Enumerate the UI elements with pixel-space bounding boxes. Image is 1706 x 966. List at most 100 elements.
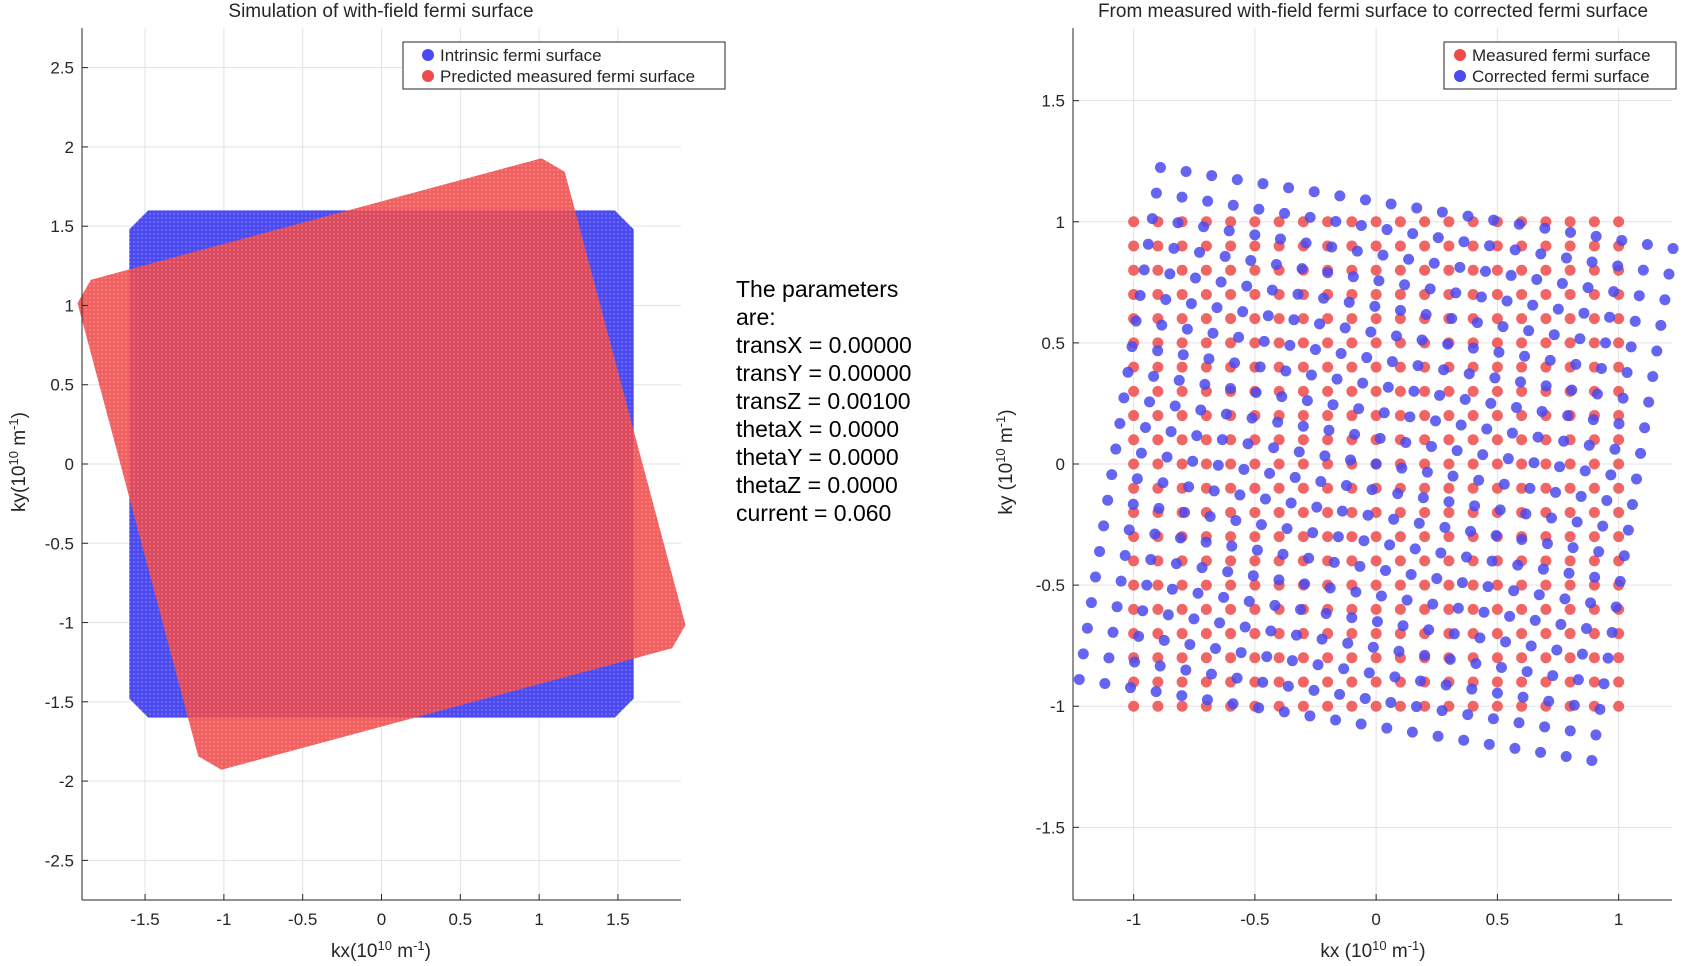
corrected-point [1428, 257, 1440, 269]
corrected-point [1139, 422, 1151, 434]
measured-point [1322, 676, 1334, 688]
corrected-point [1165, 426, 1177, 438]
corrected-point [1568, 699, 1580, 711]
y-tick-label: -2 [59, 772, 74, 791]
corrected-point [1284, 339, 1296, 351]
measured-point [1516, 458, 1528, 470]
measured-point [1516, 579, 1528, 591]
measured-point [1249, 676, 1261, 688]
corrected-point [1639, 422, 1651, 434]
right-y-axis-label: ky (1010 m-1) [993, 409, 1017, 514]
corrected-point [1202, 195, 1214, 207]
measured-point [1540, 652, 1552, 664]
corrected-point [1355, 220, 1367, 232]
corrected-point [1434, 389, 1446, 401]
y-tick-label: -1.5 [45, 693, 74, 712]
corrected-point [1635, 447, 1647, 459]
corrected-point [1380, 564, 1392, 576]
measured-point [1152, 676, 1164, 688]
corrected-point [1237, 306, 1249, 318]
measured-point [1297, 385, 1309, 397]
corrected-point [1489, 372, 1501, 384]
corrected-point [1432, 232, 1444, 244]
corrected-point [1125, 682, 1137, 694]
corrected-point [1385, 198, 1397, 210]
corrected-point [1625, 341, 1637, 353]
corrected-point [1456, 577, 1468, 589]
corrected-point [1486, 555, 1498, 567]
measured-point [1273, 652, 1285, 664]
measured-point [1394, 385, 1406, 397]
corrected-point [1375, 590, 1387, 602]
corrected-point [1098, 520, 1110, 532]
corrected-point [1362, 509, 1374, 521]
measured-point [1419, 410, 1431, 422]
corrected-point [1212, 459, 1224, 471]
corrected-point [1471, 317, 1483, 329]
measured-point [1394, 700, 1406, 712]
measured-point [1225, 337, 1237, 349]
x-tick-label: -0.5 [288, 910, 317, 929]
corrected-point [1378, 407, 1390, 419]
corrected-point [1323, 424, 1335, 436]
corrected-point [1667, 243, 1679, 255]
corrected-point [1227, 199, 1239, 211]
measured-point [1394, 313, 1406, 325]
measured-point [1370, 361, 1382, 373]
y-tick-label: 0 [65, 455, 74, 474]
measured-point [1467, 264, 1479, 276]
corrected-point [1282, 680, 1294, 692]
measured-point [1443, 555, 1455, 567]
measured-point [1613, 506, 1625, 518]
measured-point [1346, 506, 1358, 518]
corrected-point [1532, 431, 1544, 443]
corrected-point [1320, 608, 1332, 620]
measured-point [1200, 361, 1212, 373]
corrected-point [1326, 241, 1338, 253]
measured-point [1128, 700, 1140, 712]
corrected-point [1103, 652, 1115, 664]
corrected-point [1241, 280, 1253, 292]
corrected-point [1385, 696, 1397, 708]
measured-point [1419, 603, 1431, 615]
corrected-point [1390, 330, 1402, 342]
corrected-point [1544, 354, 1556, 366]
corrected-point [1587, 414, 1599, 426]
corrected-point [1582, 282, 1594, 294]
measured-point [1491, 434, 1503, 446]
corrected-point [1219, 250, 1231, 262]
measured-point [1419, 579, 1431, 591]
measured-point [1467, 434, 1479, 446]
measured-point [1588, 555, 1600, 567]
corrected-point [1183, 481, 1195, 493]
measured-point [1564, 313, 1576, 325]
measured-point [1467, 240, 1479, 252]
y-tick-label: -1 [59, 614, 74, 633]
measured-point [1273, 434, 1285, 446]
measured-point [1467, 288, 1479, 300]
measured-point [1491, 361, 1503, 373]
param-line: transX = 0.00000 [736, 332, 912, 358]
measured-point [1419, 434, 1431, 446]
corrected-point [1196, 562, 1208, 574]
corrected-point [1497, 321, 1509, 333]
corrected-point [1126, 341, 1138, 353]
corrected-point [1419, 649, 1431, 661]
corrected-point [1520, 508, 1532, 520]
corrected-point [1300, 237, 1312, 249]
corrected-point [1260, 493, 1272, 505]
measured-point [1152, 410, 1164, 422]
corrected-point [1473, 474, 1485, 486]
corrected-point [1616, 234, 1628, 246]
corrected-point [1488, 214, 1500, 226]
measured-point [1419, 700, 1431, 712]
measured-point [1128, 264, 1140, 276]
measured-point [1346, 555, 1358, 567]
corrected-point [1388, 513, 1400, 525]
measured-point [1564, 216, 1576, 228]
x-tick-label: -1 [1126, 910, 1141, 929]
right-plot: From measured with-field fermi surface t… [993, 1, 1679, 962]
corrected-point [1610, 601, 1622, 613]
measured-point [1322, 361, 1334, 373]
corrected-point [1299, 578, 1311, 590]
